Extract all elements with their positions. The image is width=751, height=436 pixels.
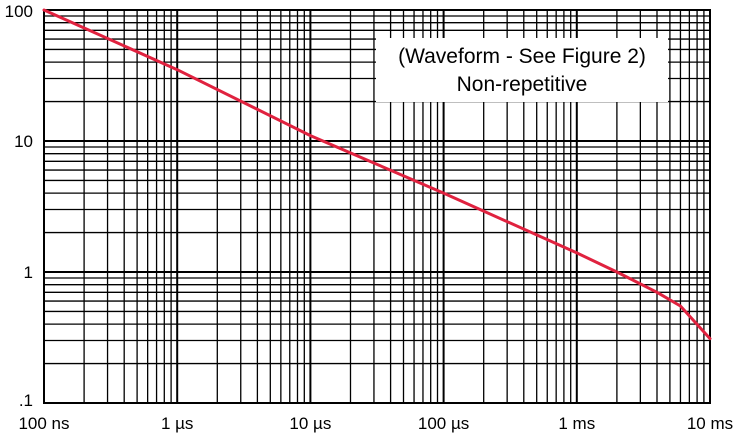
annotation-background bbox=[376, 38, 668, 102]
x-tick-label: 100 µs bbox=[418, 414, 469, 433]
series-line-curve bbox=[42, 8, 712, 341]
x-tick-label: 10 µs bbox=[289, 414, 331, 433]
x-tick-label: 100 ns bbox=[18, 414, 69, 433]
annotation-line-1: (Waveform - See Figure 2) bbox=[398, 45, 646, 68]
plot-frame bbox=[43, 9, 711, 404]
x-tick-label: 10 ms bbox=[687, 414, 733, 433]
annotation: (Waveform - See Figure 2) Non-repetitive bbox=[376, 38, 668, 102]
x-tick-label: 1 ms bbox=[558, 414, 595, 433]
y-tick-label: .1 bbox=[19, 391, 33, 410]
series-group bbox=[42, 8, 712, 341]
y-tick-label: 1 bbox=[24, 263, 33, 282]
annotation-line-2: Non-repetitive bbox=[457, 73, 588, 96]
minor-gridlines bbox=[44, 10, 710, 403]
y-tick-labels: 100 10 1 .1 bbox=[5, 2, 33, 410]
x-tick-labels: 100 ns 1 µs 10 µs 100 µs 1 ms 10 ms bbox=[18, 414, 733, 433]
y-tick-label: 100 bbox=[5, 2, 33, 21]
x-tick-label: 1 µs bbox=[161, 414, 193, 433]
y-tick-label: 10 bbox=[14, 132, 33, 151]
